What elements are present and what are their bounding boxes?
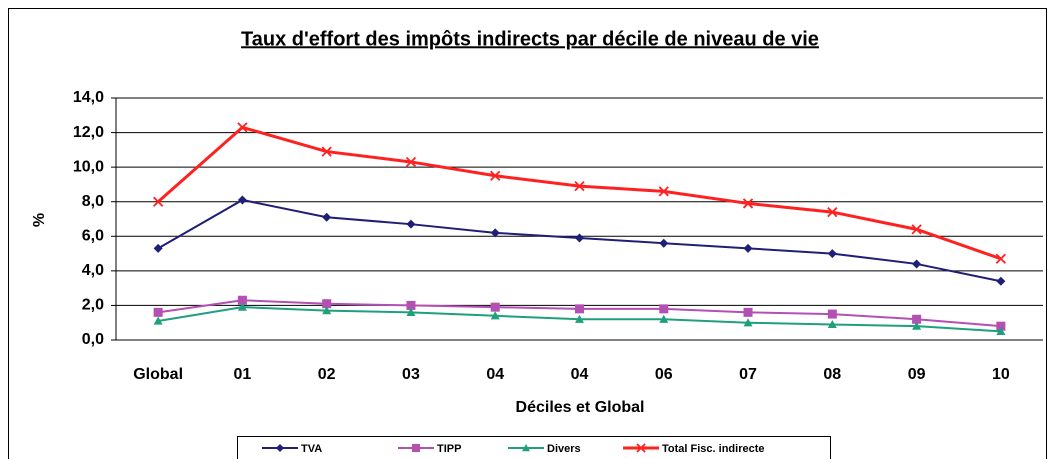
marker bbox=[237, 122, 248, 133]
chart-title: Taux d'effort des impôts indirects par d… bbox=[241, 28, 819, 50]
marker bbox=[321, 146, 332, 157]
marker bbox=[574, 181, 585, 192]
marker bbox=[995, 253, 1006, 264]
marker bbox=[237, 195, 247, 205]
marker bbox=[153, 243, 163, 253]
marker bbox=[658, 186, 669, 197]
marker bbox=[322, 306, 332, 315]
legend-label: Total Fisc. indirecte bbox=[662, 443, 765, 455]
marker bbox=[659, 238, 669, 248]
y-tick-label: 2,0 bbox=[82, 297, 104, 314]
x-tick-label: Global bbox=[133, 366, 183, 383]
marker bbox=[827, 309, 837, 319]
x-tick-label: 04 bbox=[571, 366, 589, 383]
marker bbox=[996, 276, 1006, 286]
marker bbox=[996, 321, 1006, 331]
x-tick-label: 01 bbox=[234, 366, 252, 383]
marker bbox=[912, 314, 922, 324]
marker bbox=[153, 316, 163, 325]
legend-marker bbox=[522, 444, 530, 452]
marker bbox=[827, 206, 838, 218]
marker bbox=[406, 307, 416, 316]
legend-label: TIPP bbox=[437, 443, 461, 455]
marker bbox=[575, 233, 584, 243]
marker bbox=[575, 314, 584, 323]
legend-marker bbox=[412, 444, 420, 452]
marker bbox=[659, 304, 669, 314]
marker bbox=[490, 170, 501, 181]
marker bbox=[742, 198, 754, 209]
marker bbox=[405, 156, 417, 168]
marker bbox=[153, 307, 163, 317]
x-tick-label: 03 bbox=[402, 366, 420, 383]
y-axis-title: % bbox=[31, 213, 48, 227]
marker bbox=[743, 243, 753, 253]
marker bbox=[490, 311, 500, 320]
marker bbox=[575, 304, 584, 314]
marker bbox=[912, 321, 922, 330]
marker bbox=[490, 228, 500, 238]
y-tick-label: 0,0 bbox=[82, 331, 104, 348]
marker bbox=[406, 300, 416, 310]
y-tick-label: 14,0 bbox=[73, 89, 104, 106]
marker bbox=[911, 224, 922, 235]
chart-frame bbox=[8, 8, 1047, 459]
legend-label: Divers bbox=[547, 443, 581, 455]
marker bbox=[827, 249, 837, 259]
marker bbox=[322, 299, 332, 309]
x-tick-label: 06 bbox=[655, 366, 673, 383]
y-tick-label: 6,0 bbox=[82, 228, 104, 245]
marker bbox=[237, 295, 247, 305]
legend-label: TVA bbox=[301, 443, 322, 455]
marker bbox=[406, 219, 416, 229]
legend-marker bbox=[276, 444, 284, 452]
marker bbox=[152, 196, 164, 207]
marker bbox=[743, 318, 753, 327]
x-tick-label: 08 bbox=[823, 366, 841, 383]
x-tick-label: 10 bbox=[992, 366, 1010, 383]
marker bbox=[322, 212, 332, 222]
marker bbox=[659, 314, 669, 323]
marker bbox=[912, 259, 922, 269]
y-tick-label: 10,0 bbox=[73, 158, 104, 175]
marker bbox=[237, 302, 247, 311]
legend-marker bbox=[636, 443, 646, 453]
marker bbox=[996, 326, 1006, 335]
x-tick-label: 04 bbox=[486, 366, 504, 383]
y-tick-label: 8,0 bbox=[82, 193, 104, 210]
y-tick-label: 12,0 bbox=[73, 124, 104, 141]
x-tick-label: 09 bbox=[908, 366, 926, 383]
marker bbox=[490, 302, 500, 312]
y-tick-label: 4,0 bbox=[82, 262, 104, 279]
marker bbox=[743, 307, 753, 317]
marker bbox=[827, 319, 837, 329]
x-axis-title: Déciles et Global bbox=[516, 399, 645, 416]
x-tick-label: 02 bbox=[318, 366, 336, 383]
x-tick-label: 07 bbox=[739, 366, 757, 383]
